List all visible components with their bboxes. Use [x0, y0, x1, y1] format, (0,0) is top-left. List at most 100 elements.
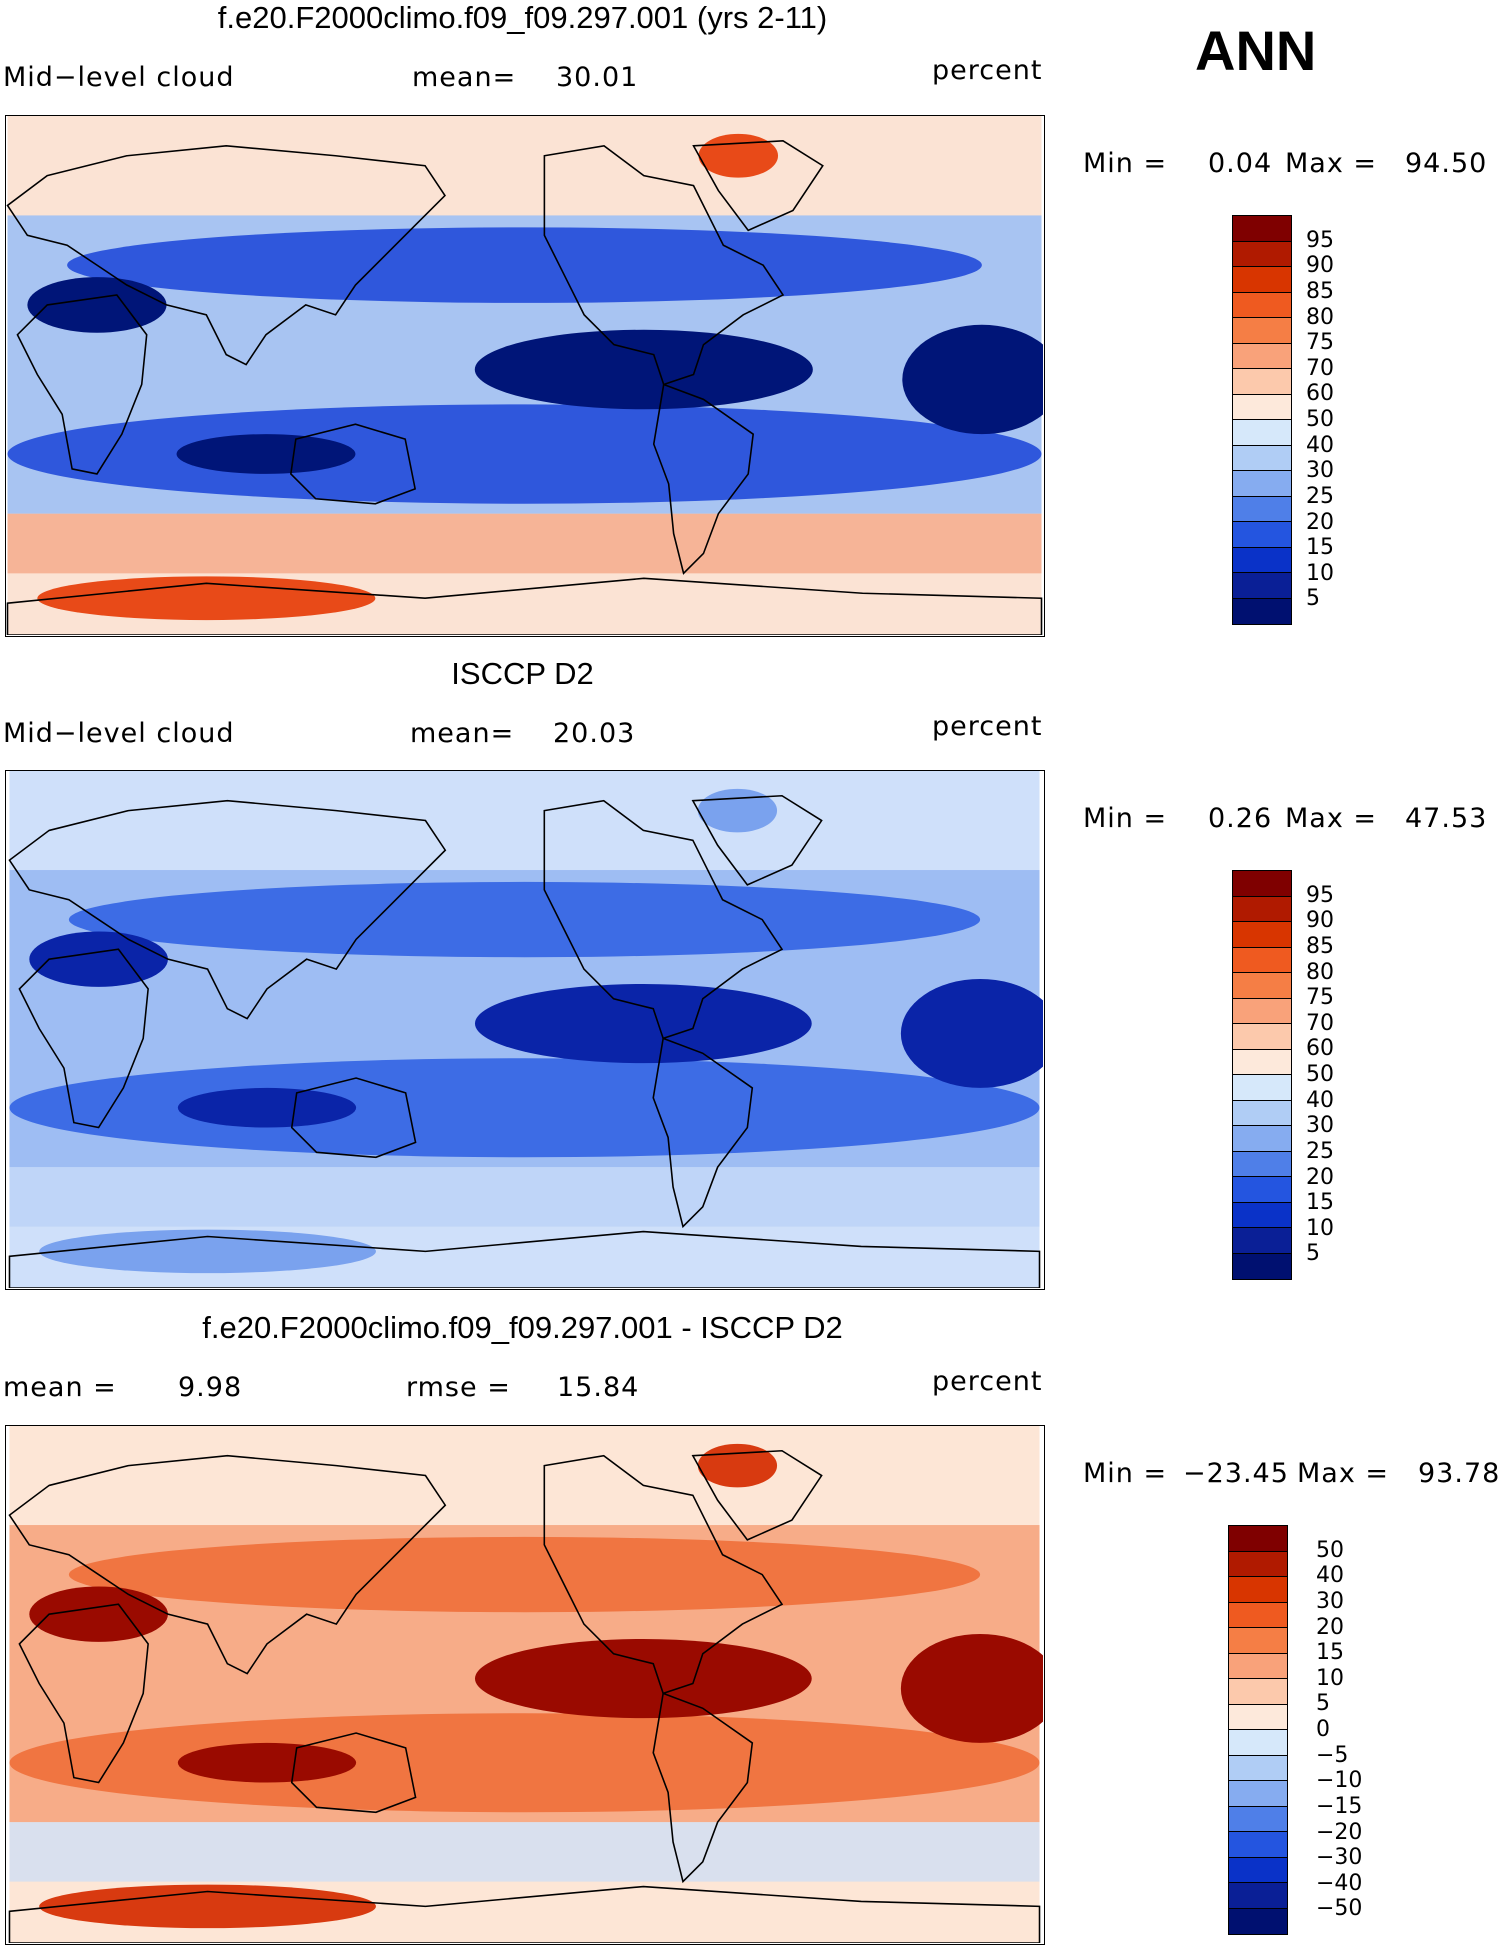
colorbar-swatch — [1229, 1908, 1287, 1934]
colorbar-tick-label: 5 — [1316, 1691, 1330, 1717]
colorbar-tick-label: −10 — [1316, 1768, 1363, 1794]
panel3-mean-value: 9.98 — [178, 1372, 243, 1403]
panel1-variable: Mid−level cloud — [3, 62, 235, 93]
panel3-colorbar — [1228, 1525, 1288, 1935]
colorbar-swatch — [1233, 1202, 1291, 1228]
colorbar-swatch — [1233, 420, 1291, 446]
panel2-max-label: Max = — [1285, 803, 1378, 834]
colorbar-tick-label: 40 — [1316, 1563, 1344, 1589]
panel3-rmse-value: 15.84 — [557, 1372, 640, 1403]
colorbar-swatch — [1229, 1730, 1287, 1756]
panel2-map — [5, 770, 1045, 1290]
panel3-map — [5, 1425, 1045, 1945]
panel3-min-value: −23.45 — [1183, 1458, 1289, 1489]
map-canvas — [8, 1426, 1043, 1943]
panel2-title: ISCCP D2 — [451, 656, 594, 691]
colorbar-tick-label: 10 — [1306, 1215, 1334, 1241]
colorbar-tick-label: −50 — [1316, 1896, 1363, 1922]
colorbar-tick-label: 15 — [1316, 1640, 1344, 1666]
colorbar-swatch — [1229, 1704, 1287, 1730]
colorbar-swatch — [1233, 896, 1291, 922]
colorbar-tick-label: 20 — [1306, 509, 1334, 535]
panel1-mean-value: 30.01 — [556, 62, 639, 93]
panel1-mean-label: mean= — [412, 62, 517, 93]
colorbar-tick-label: −15 — [1316, 1793, 1363, 1819]
colorbar-tick-label: 75 — [1306, 330, 1334, 356]
colorbar-tick-label: −30 — [1316, 1845, 1363, 1871]
panel3-max-label: Max = — [1297, 1458, 1390, 1489]
colorbar-tick-label: 15 — [1306, 1190, 1334, 1216]
panel1-title: f.e20.F2000climo.f09_f09.297.001 (yrs 2-… — [217, 0, 828, 35]
colorbar-swatch — [1233, 241, 1291, 267]
colorbar-tick-label: 90 — [1306, 253, 1334, 279]
panel2-mean-value: 20.03 — [553, 718, 636, 749]
colorbar-tick-label: −5 — [1316, 1742, 1349, 1768]
panel2-max-value: 47.53 — [1405, 803, 1488, 834]
colorbar-swatch — [1229, 1755, 1287, 1781]
colorbar-tick-label: 80 — [1306, 304, 1334, 330]
colorbar-swatch — [1233, 292, 1291, 318]
colorbar-swatch — [1233, 318, 1291, 344]
colorbar-swatch — [1233, 1151, 1291, 1177]
panel1-units: percent — [932, 55, 1043, 86]
colorbar-tick-label: 5 — [1306, 1241, 1320, 1267]
colorbar-tick-label: 10 — [1306, 560, 1334, 586]
colorbar-tick-label: 20 — [1316, 1614, 1344, 1640]
colorbar-swatch — [1233, 947, 1291, 973]
colorbar-swatch — [1233, 216, 1291, 242]
colorbar-tick-label: 40 — [1306, 432, 1334, 458]
colorbar-swatch — [1233, 998, 1291, 1024]
panel2-min-label: Min = — [1083, 803, 1168, 834]
colorbar-tick-label: 70 — [1306, 1010, 1334, 1036]
colorbar-swatch — [1233, 1177, 1291, 1203]
colorbar-swatch — [1229, 1883, 1287, 1909]
colorbar-swatch — [1233, 522, 1291, 548]
panel2-units: percent — [932, 711, 1043, 742]
colorbar-tick-label: 5 — [1306, 586, 1320, 612]
colorbar-tick-label: 25 — [1306, 483, 1334, 509]
colorbar-swatch — [1233, 394, 1291, 420]
colorbar-swatch — [1233, 1100, 1291, 1126]
colorbar-tick-label: 75 — [1306, 985, 1334, 1011]
colorbar-tick-label: 85 — [1306, 278, 1334, 304]
colorbar-tick-label: 30 — [1306, 458, 1334, 484]
season-label: ANN — [1195, 19, 1317, 82]
colorbar-swatch — [1233, 973, 1291, 999]
colorbar-tick-label: 30 — [1306, 1113, 1334, 1139]
colorbar-tick-label: 85 — [1306, 933, 1334, 959]
colorbar-tick-label: 10 — [1316, 1665, 1344, 1691]
panel1-map — [5, 115, 1045, 637]
panel2-mean-label: mean= — [410, 718, 515, 749]
panel2-min-value: 0.26 — [1208, 803, 1273, 834]
colorbar-swatch — [1229, 1526, 1287, 1552]
map-canvas — [8, 771, 1043, 1288]
colorbar-swatch — [1229, 1832, 1287, 1858]
colorbar-tick-label: 60 — [1306, 1036, 1334, 1062]
panel2-variable: Mid−level cloud — [3, 718, 235, 749]
colorbar-swatch — [1233, 496, 1291, 522]
panel1-colorbar — [1232, 215, 1292, 625]
colorbar-swatch — [1233, 598, 1291, 624]
panel1-min-label: Min = — [1083, 148, 1168, 179]
colorbar-swatch — [1233, 369, 1291, 395]
colorbar-swatch — [1229, 1628, 1287, 1654]
colorbar-swatch — [1229, 1806, 1287, 1832]
colorbar-tick-label: 95 — [1306, 882, 1334, 908]
colorbar-swatch — [1233, 1075, 1291, 1101]
panel3-rmse-label: rmse = — [406, 1372, 511, 1403]
colorbar-tick-label: 0 — [1316, 1717, 1330, 1742]
colorbar-tick-label: 25 — [1306, 1138, 1334, 1164]
colorbar-swatch — [1233, 547, 1291, 573]
panel3-title: f.e20.F2000climo.f09_f09.297.001 - ISCCP… — [202, 1310, 843, 1345]
colorbar-swatch — [1229, 1679, 1287, 1705]
colorbar-tick-label: 95 — [1306, 227, 1334, 253]
colorbar-swatch — [1229, 1653, 1287, 1679]
colorbar-swatch — [1233, 1024, 1291, 1050]
colorbar-tick-label: 50 — [1316, 1537, 1344, 1563]
colorbar-tick-label: 40 — [1306, 1087, 1334, 1113]
colorbar-swatch — [1233, 471, 1291, 497]
colorbar-swatch — [1233, 1253, 1291, 1279]
colorbar-swatch — [1233, 922, 1291, 948]
colorbar-swatch — [1229, 1781, 1287, 1807]
colorbar-swatch — [1229, 1602, 1287, 1628]
